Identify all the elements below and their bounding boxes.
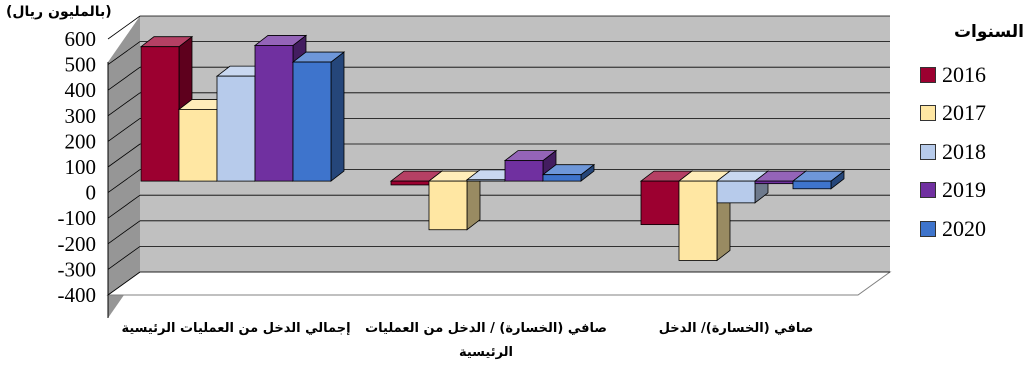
category-label: صافي (الخسارة) / الدخل من العمليات (365, 321, 607, 336)
y-tick-label: -200 (58, 232, 97, 256)
legend-label: 2017 (942, 100, 986, 125)
gridline-side (107, 143, 141, 168)
gridline-side (107, 271, 141, 296)
gridline-side (107, 169, 141, 193)
legend-item-2019: 2019 (920, 176, 986, 205)
bar-2020-2 (791, 170, 846, 190)
legend-swatch (920, 66, 936, 83)
legend-swatch (920, 105, 936, 121)
y-tick-label: 200 (65, 129, 97, 153)
gridline-side (107, 246, 141, 270)
category-label: صافي (الخسارة)/ الدخل (659, 321, 814, 336)
gridline-side (107, 41, 141, 65)
y-tick-label: 100 (65, 155, 97, 179)
gridline-side (107, 66, 141, 91)
bar-2018-2 (715, 170, 770, 204)
y-tick-label: 400 (65, 78, 97, 102)
legend-label: 2020 (942, 215, 986, 241)
y-tick-label: -400 (58, 283, 97, 307)
category-labels: إجمالي الدخل من العمليات الرئيسية صافي (ا… (121, 321, 813, 360)
legend-item-2020: 2020 (920, 214, 986, 243)
legend-item-2016: 2016 (920, 60, 986, 89)
y-tick-label: 0 (86, 181, 97, 205)
gridline-side (107, 118, 141, 142)
y-tick-label: -100 (58, 206, 97, 230)
bar-2017-1 (427, 170, 482, 231)
bar-2020-1 (541, 163, 596, 182)
legend-title: السنوات (953, 22, 1024, 42)
legend-label: 2018 (942, 138, 986, 164)
y-tick-label: -300 (58, 257, 97, 281)
y-tick-label: 500 (65, 53, 97, 77)
bars (139, 34, 846, 262)
legend-label: 2016 (942, 61, 986, 87)
bar-2020-0 (291, 51, 346, 182)
category-label: الرئيسية (459, 345, 513, 360)
floor (106, 271, 892, 296)
legend-item-2017: 2017 (920, 99, 986, 128)
gridline-side (107, 15, 141, 40)
side-wall (108, 16, 140, 318)
legend: 2016 2017 2018 2019 2020 (920, 60, 986, 253)
y-tick-label: 600 (65, 27, 97, 51)
category-label: إجمالي الدخل من العمليات الرئيسية (121, 321, 350, 336)
unit-label: (بالمليون ريال) (6, 4, 112, 20)
legend-item-2018: 2018 (920, 137, 986, 166)
y-tick-label: 300 (65, 104, 97, 128)
gridline-side (107, 92, 141, 117)
legend-swatch (920, 220, 936, 237)
legend-label: 2019 (942, 177, 986, 202)
legend-swatch (920, 182, 936, 198)
gridline-side (107, 194, 141, 219)
gridline-side (107, 220, 141, 245)
legend-swatch (920, 143, 936, 160)
